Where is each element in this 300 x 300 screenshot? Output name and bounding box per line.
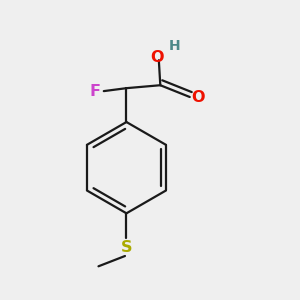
Text: O: O [191, 89, 205, 104]
Text: S: S [121, 240, 132, 255]
Text: H: H [169, 39, 181, 53]
Text: F: F [90, 84, 101, 99]
Text: O: O [151, 50, 164, 65]
